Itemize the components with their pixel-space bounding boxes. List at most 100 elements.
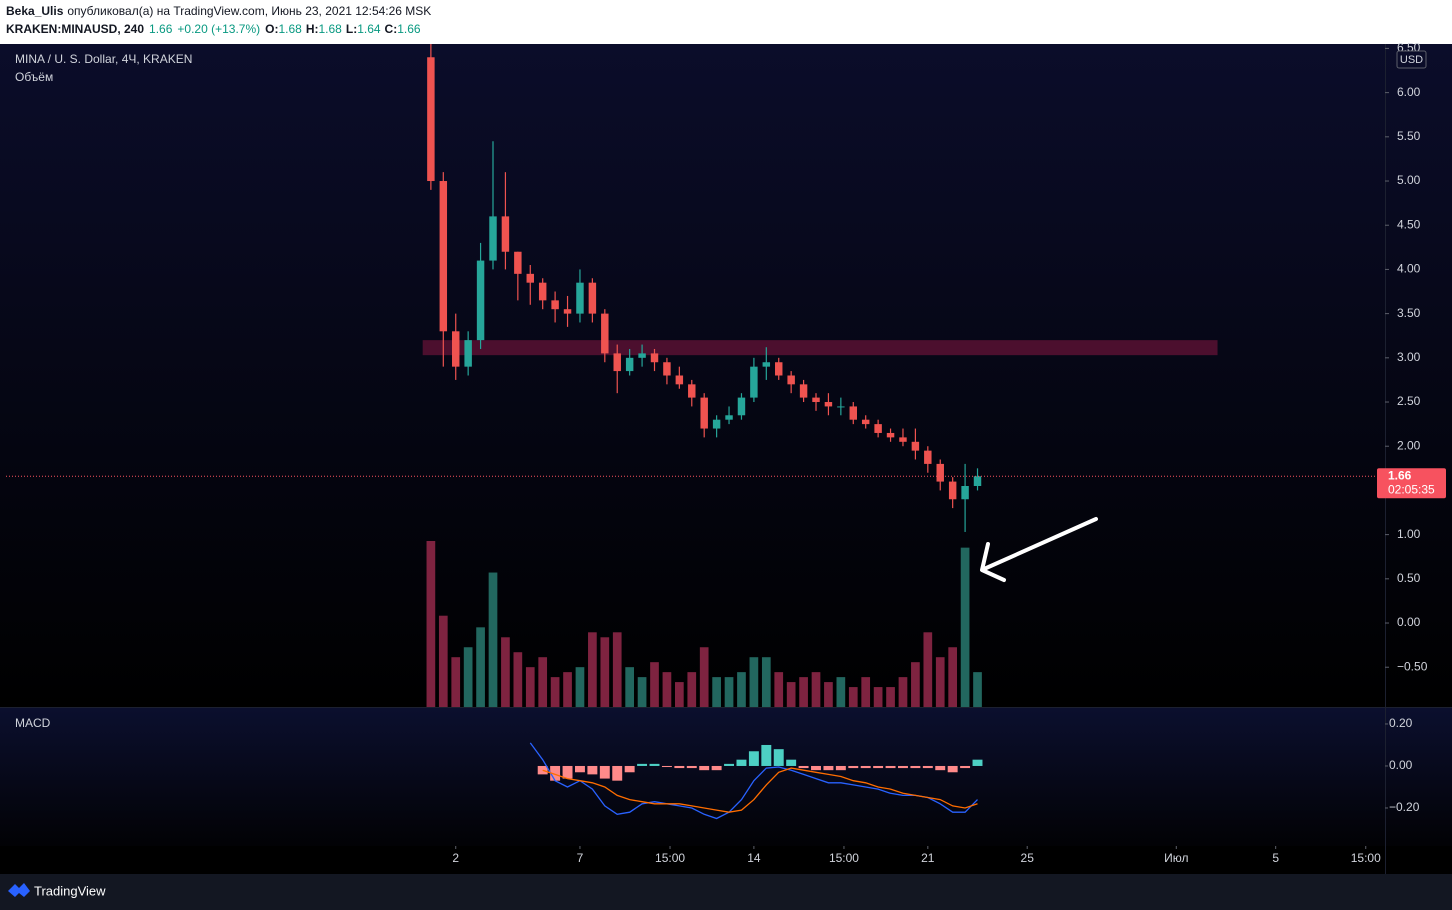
histogram-bar: [885, 765, 896, 769]
x-tick-label: 7: [577, 851, 584, 865]
countdown: 02:05:35: [1388, 482, 1435, 496]
candle-body: [476, 260, 485, 341]
volume-bar: [935, 657, 945, 707]
histogram-bar: [711, 765, 722, 771]
candle-body: [601, 313, 609, 354]
y-tick-label: 3.50: [1397, 306, 1421, 320]
y-tick-label: 2.50: [1397, 394, 1421, 408]
currency: USD: [1400, 54, 1423, 66]
y-tick-label: 5.50: [1397, 129, 1421, 143]
candle-body: [563, 309, 572, 314]
author: Beka_Ulis: [6, 4, 64, 18]
volume-bar: [550, 677, 560, 707]
candle-body: [837, 406, 845, 408]
o-label: O:: [265, 22, 278, 36]
volume-bar: [513, 652, 523, 707]
candle-body: [861, 419, 870, 425]
x-tick-label: 5: [1272, 851, 1279, 865]
x-tick-label: Июл: [1164, 851, 1188, 865]
candle-body: [427, 57, 435, 182]
candle-body: [538, 282, 547, 301]
y-tick-label: 3.00: [1397, 350, 1421, 364]
volume-bar: [687, 672, 697, 707]
x-tick-label: 21: [921, 851, 935, 865]
histogram-bar: [960, 765, 971, 769]
y-tick-label: 0.20: [1389, 716, 1413, 730]
y-tick-label: 1.00: [1397, 527, 1421, 541]
histogram-bar: [562, 765, 573, 779]
volume-bar: [911, 662, 920, 707]
volume-bar: [637, 677, 647, 707]
volume-bar: [612, 632, 622, 707]
volume-bar: [463, 647, 473, 707]
histogram-bar: [661, 765, 672, 768]
x-tick-label: 15:00: [829, 851, 859, 865]
y-tick-label: 0.00: [1389, 758, 1413, 772]
volume-bar: [774, 672, 784, 707]
volume-bar: [699, 647, 709, 707]
volume-bar: [501, 637, 510, 707]
histogram-bar: [910, 765, 921, 769]
candle-body: [725, 415, 733, 420]
volume-bar: [923, 632, 933, 707]
chart-title: MINA / U. S. Dollar, 4Ч, KRAKEN: [15, 52, 192, 66]
h: 1.68: [319, 22, 343, 36]
candle-body: [638, 353, 646, 358]
candle-body: [514, 251, 522, 274]
macd-title: MACD: [15, 716, 51, 730]
candle-body: [650, 353, 659, 363]
volume-bar: [525, 667, 535, 707]
candle-body: [439, 181, 448, 332]
histogram-bar: [699, 765, 710, 771]
volume-bar: [761, 657, 771, 707]
y-tick-label: 2.00: [1397, 438, 1421, 452]
published: опубликовал(а) на TradingView.com, Июнь …: [67, 4, 431, 18]
histogram-bar: [736, 759, 747, 766]
x-tick-label: 15:00: [655, 851, 685, 865]
macd-pane: [0, 708, 1452, 846]
histogram-bar: [947, 765, 958, 773]
arrow-annotation: [980, 517, 1098, 582]
candle-body: [489, 216, 497, 261]
histogram-bar: [811, 765, 821, 771]
header-bg: [0, 0, 1452, 44]
candle-body: [625, 357, 634, 372]
volume-bar: [712, 677, 721, 707]
volume-bar: [563, 672, 572, 707]
histogram-bar: [786, 759, 797, 766]
c: 1.66: [397, 22, 421, 36]
header-line-1: Beka_Ulis опубликовал(а) на TradingView.c…: [6, 4, 431, 18]
brand: TradingView: [34, 883, 106, 898]
histogram-bar: [612, 765, 623, 781]
y-tick-label: 4.00: [1397, 262, 1421, 276]
y-tick-label: 0.50: [1397, 571, 1421, 585]
candle-body: [750, 366, 758, 398]
candle-body: [911, 441, 920, 451]
candle-body: [501, 216, 510, 252]
volume-bar: [848, 687, 858, 707]
histogram-bar: [686, 765, 697, 769]
candle-body: [961, 486, 969, 500]
arrow-line: [982, 517, 1098, 571]
x-tick-label: 2: [452, 851, 459, 865]
histogram-bar: [599, 765, 610, 779]
o: 1.68: [278, 22, 302, 36]
histogram-bar: [724, 763, 735, 766]
volume-bar: [724, 677, 734, 707]
logo: [8, 883, 30, 897]
last: 1.66: [149, 22, 173, 36]
c-label: C:: [385, 22, 398, 36]
histogram-bar: [922, 765, 933, 769]
candle-body: [588, 282, 597, 314]
y-tick-label: 6.50: [1397, 41, 1421, 55]
histogram-bar: [898, 765, 908, 769]
l: 1.64: [357, 22, 381, 36]
candle-body: [712, 419, 721, 429]
volume-bar: [898, 677, 908, 707]
candle-body: [551, 300, 559, 310]
y-tick-label: 6.00: [1397, 85, 1421, 99]
volume-bar: [662, 672, 672, 707]
histogram-bar: [537, 765, 548, 775]
